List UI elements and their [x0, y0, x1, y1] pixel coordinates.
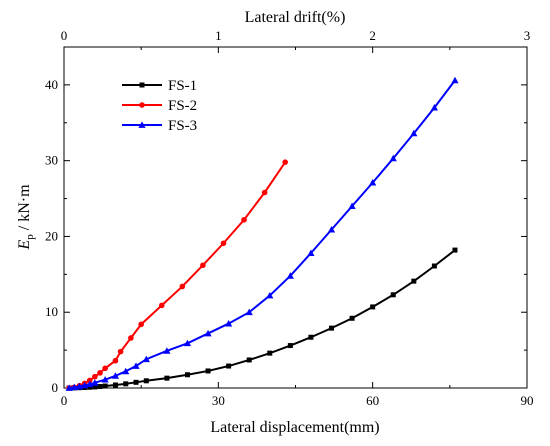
point-fs-2-4 [86, 377, 93, 384]
legend-marker-fs-3 [138, 121, 146, 128]
point-fs-1-13 [184, 372, 190, 378]
series-line-fs-1 [69, 249, 456, 389]
point-fs-3-13 [204, 329, 212, 337]
point-fs-1-16 [246, 357, 252, 363]
point-fs-3-23 [410, 129, 418, 137]
point-fs-3-15 [245, 308, 253, 316]
point-fs-3-9 [132, 362, 140, 369]
point-fs-2-9 [117, 348, 124, 355]
point-fs-1-20 [329, 325, 335, 331]
x2-tick-label-2: 2 [369, 28, 376, 43]
y-tick-label-3: 30 [45, 153, 58, 168]
plot-frame [63, 46, 528, 389]
point-fs-2-10 [128, 335, 134, 341]
y-axis-title: Ep / kN·m [16, 184, 36, 251]
point-fs-1-9 [123, 381, 129, 387]
x-tick-label-0: 0 [61, 393, 68, 408]
point-fs-1-11 [143, 378, 149, 384]
legend-marker-fs-1 [139, 82, 145, 88]
point-fs-2-17 [261, 189, 268, 196]
series-fs-3 [65, 76, 459, 391]
point-fs-3-11 [163, 347, 171, 354]
point-fs-3-20 [348, 202, 356, 210]
point-fs-2-14 [200, 262, 206, 269]
point-fs-1-18 [287, 343, 293, 349]
y-tick-label-1: 10 [45, 304, 58, 319]
point-fs-1-17 [267, 350, 273, 356]
legend: FS-1 FS-2 FS-3 [122, 78, 197, 134]
point-fs-2-7 [102, 365, 108, 372]
point-fs-2-8 [112, 357, 119, 364]
point-fs-1-7 [102, 383, 108, 389]
y-axis-title-rest: / kN·m [16, 184, 33, 234]
point-fs-3-10 [142, 355, 150, 363]
point-fs-1-22 [370, 304, 376, 310]
x-tick-label-3: 90 [521, 393, 534, 408]
point-fs-1-8 [112, 382, 118, 388]
point-fs-3-2 [75, 382, 84, 390]
y-axis-title-main: E [16, 240, 33, 251]
point-fs-3-16 [266, 291, 274, 299]
point-fs-2-15 [220, 240, 227, 247]
point-fs-2-5 [92, 373, 98, 380]
point-fs-2-18 [282, 159, 289, 165]
point-fs-3-21 [369, 179, 377, 186]
legend-label-fs-1: FS-1 [168, 78, 197, 94]
point-fs-2-16 [241, 216, 247, 223]
point-fs-1-14 [205, 368, 211, 374]
x2-tick-label-1: 1 [215, 28, 222, 43]
point-fs-1-23 [390, 292, 396, 298]
point-fs-1-4 [87, 384, 93, 390]
point-fs-3-6 [101, 376, 109, 383]
point-fs-3-3 [80, 381, 89, 389]
y-tick-label-2: 20 [45, 228, 58, 243]
x2-axis-title: Lateral drift(%) [245, 9, 346, 26]
point-fs-3-22 [389, 154, 397, 162]
point-fs-1-5 [92, 384, 98, 390]
point-fs-1-10 [133, 379, 139, 385]
x2-tick-label-0: 0 [61, 28, 68, 43]
point-fs-1-24 [411, 278, 417, 284]
legend-marker-fs-2 [139, 102, 145, 108]
point-fs-1-26 [452, 247, 458, 253]
x-tick-label-2: 60 [366, 393, 379, 408]
legend-label-fs-3: FS-3 [168, 118, 197, 134]
point-fs-2-11 [138, 321, 144, 328]
point-fs-3-18 [307, 249, 315, 256]
point-fs-3-7 [111, 372, 120, 379]
y-tick-label-0: 0 [52, 380, 59, 395]
legend-label-fs-2: FS-2 [168, 98, 197, 114]
series-line-fs-2 [68, 161, 287, 389]
point-fs-3-12 [183, 339, 192, 347]
point-fs-3-17 [286, 272, 294, 279]
point-fs-3-0 [65, 384, 73, 391]
point-fs-3-24 [430, 104, 438, 111]
y-tick-label-4: 40 [45, 77, 58, 92]
x-tick-label-1: 30 [212, 393, 225, 408]
y-axis-title-sub: p [24, 234, 36, 240]
point-fs-3-1 [70, 383, 78, 391]
point-fs-3-5 [91, 379, 99, 386]
x-axis-title: Lateral displacement(mm) [210, 419, 379, 436]
point-fs-3-14 [225, 319, 233, 327]
series-fs-2 [66, 159, 289, 391]
point-fs-2-6 [97, 370, 103, 376]
point-fs-3-8 [122, 367, 130, 375]
series-layer [65, 76, 459, 391]
point-fs-1-15 [226, 363, 232, 369]
point-fs-2-12 [158, 302, 165, 309]
point-fs-3-25 [451, 76, 459, 84]
point-fs-1-12 [164, 375, 170, 381]
x2-tick-label-3: 3 [524, 28, 531, 43]
point-fs-1-25 [431, 263, 437, 269]
point-fs-3-19 [327, 226, 336, 233]
point-fs-2-13 [179, 283, 186, 290]
point-fs-1-6 [97, 383, 103, 389]
point-fs-1-19 [308, 334, 314, 340]
point-fs-1-21 [349, 315, 355, 321]
